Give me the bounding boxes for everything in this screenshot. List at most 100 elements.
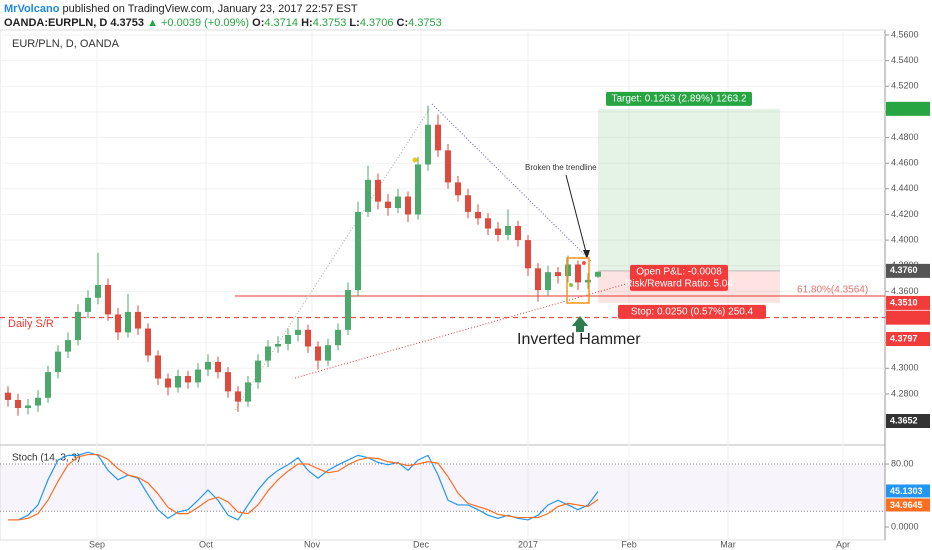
candle-body	[465, 195, 471, 212]
candle-body	[285, 334, 291, 344]
pnl-box	[630, 264, 728, 291]
ohlc-value: 4.3753	[312, 17, 347, 29]
y-tick-label: 4.3600	[891, 286, 919, 296]
price-tag-label: 4.3510	[890, 297, 918, 307]
candle-body	[155, 355, 161, 379]
last-price: 4.3753	[110, 17, 144, 29]
candle-body	[265, 346, 271, 361]
marker-dot	[569, 283, 573, 287]
candle-body	[245, 382, 251, 402]
candle-body	[555, 272, 561, 276]
x-tick-label: 2017	[518, 539, 538, 549]
candle-body	[235, 391, 241, 402]
candle-body	[515, 226, 521, 241]
chart-title: EUR/PLN, D, OANDA	[12, 38, 120, 50]
candle-body	[55, 351, 61, 373]
price-tag	[886, 332, 930, 346]
symbol: OANDA:EURPLN, D	[4, 17, 108, 29]
up-arrow	[572, 316, 588, 326]
stoch-tag-label: 34.9645	[890, 500, 923, 510]
price-tag-label: 4.3652	[890, 415, 918, 425]
stoch-tag-label: 45.1303	[890, 486, 923, 496]
price-tag	[886, 414, 930, 428]
candle-body	[375, 179, 381, 202]
stop-label-box	[618, 304, 766, 319]
y-tick-label: 4.2800	[891, 388, 919, 398]
annotation: Broken the trendline	[525, 163, 597, 172]
stoch-tag	[886, 484, 930, 498]
candle-body	[585, 279, 591, 283]
author: MrVolcano	[4, 3, 60, 15]
candle-body	[325, 345, 331, 361]
candle-body	[255, 360, 261, 383]
y-tick-label: 80.00	[891, 458, 914, 468]
y-tick-label: 4.4600	[891, 158, 919, 168]
candle-body	[525, 240, 531, 269]
arrow-line	[565, 174, 588, 257]
y-tick-label: 4.4400	[891, 183, 919, 193]
stop-label: Stop: 0.0250 (0.57%) 250.4	[631, 307, 754, 318]
pnl-label: Open P&L: -0.0008	[636, 267, 722, 278]
marker-dot	[412, 157, 418, 163]
x-tick-label: Oct	[199, 539, 214, 549]
target-label: Target: 0.1263 (2.89%) 1263.2	[611, 93, 747, 104]
price-tag-label: 4.3797	[890, 333, 918, 343]
candle-body	[35, 397, 41, 406]
rr-label: Risk/Reward Ratio: 5.04	[625, 279, 733, 290]
candle-body	[165, 378, 171, 388]
stoch-title: Stoch (14, 3, 3)	[12, 453, 80, 464]
up-arrow	[576, 326, 584, 332]
ohlc-label: L:	[349, 17, 360, 29]
x-tick-label: Nov	[304, 539, 321, 549]
candle-body	[355, 211, 361, 291]
candle-body	[295, 329, 301, 335]
candle-body	[65, 340, 71, 352]
candle-body	[125, 311, 131, 333]
y-tick-label: 4.4800	[891, 132, 919, 142]
candle-body	[405, 196, 411, 215]
candle-body	[475, 211, 481, 219]
candle-body	[25, 405, 31, 409]
candle-body	[385, 201, 391, 209]
y-tick-label: 4.5200	[891, 81, 919, 91]
sr-label: Daily S/R	[8, 318, 54, 330]
candle-body	[575, 264, 581, 283]
candle-body	[95, 284, 101, 298]
arrow-head	[583, 250, 590, 259]
y-tick-label: 4.5400	[891, 55, 919, 65]
candle-body	[415, 164, 421, 215]
x-tick-label: Feb	[621, 539, 637, 549]
ohlc-value: 4.3753	[408, 17, 442, 29]
ohlc-value: 4.3706	[359, 17, 394, 29]
candle-body	[565, 264, 571, 276]
candle-body	[225, 372, 231, 392]
price-tag	[886, 295, 930, 310]
ohlc-value: 4.3714	[264, 17, 299, 29]
candle-body	[85, 297, 91, 312]
candle-body	[455, 182, 461, 196]
candle-body	[185, 375, 191, 383]
candle-body	[45, 372, 51, 398]
stoch-tag	[886, 498, 930, 512]
highlight-box	[566, 257, 590, 304]
candle-body	[195, 369, 201, 383]
candle-body	[425, 124, 431, 165]
ohlc-label: C:	[396, 17, 409, 29]
y-tick-label: 0.0000	[891, 521, 919, 531]
candle-body	[545, 272, 551, 291]
ohlc-label: H:	[301, 17, 313, 29]
candle-body	[145, 328, 151, 356]
y-tick-label: 4.3000	[891, 363, 919, 373]
target-label-box	[606, 91, 752, 106]
price-tag	[886, 263, 930, 278]
candle-body	[435, 124, 441, 151]
price-tag-label: 4.3760	[890, 265, 918, 275]
ohlc-label: O:	[252, 17, 265, 29]
candle-body	[535, 268, 541, 291]
candle-body	[275, 343, 281, 347]
candle-body	[215, 361, 221, 373]
y-tick-label: 4.4200	[891, 209, 919, 219]
target-zone	[598, 108, 780, 271]
